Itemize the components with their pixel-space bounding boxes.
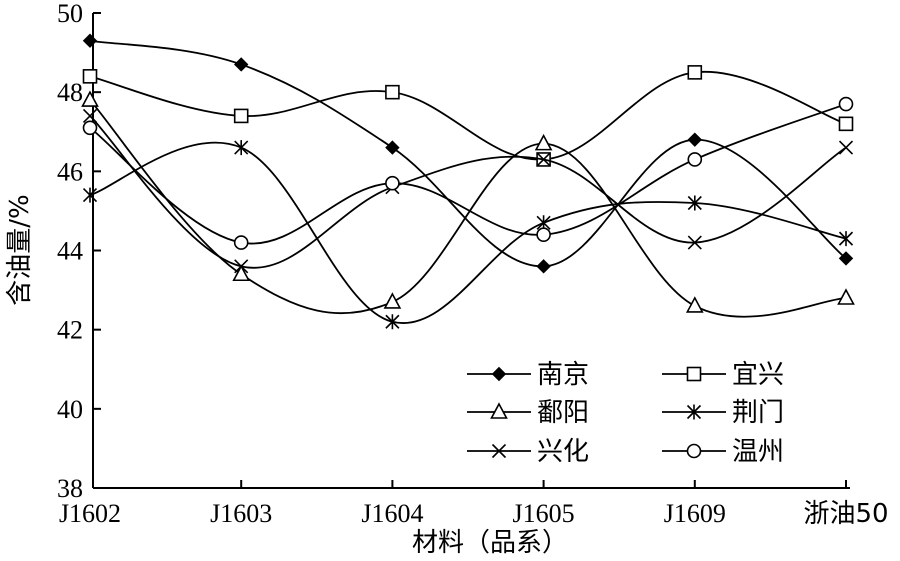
series-2 [82,65,854,167]
series-line [89,141,847,325]
x-tick-label: J1602 [59,499,121,528]
data-point [385,314,400,330]
data-point [491,443,507,459]
data-point [686,366,702,382]
y-tick-label: 42 [57,316,83,345]
data-point [82,187,98,203]
data-point [82,33,98,48]
data-point [837,288,855,305]
data-point [687,195,702,211]
data-point [534,133,553,151]
data-point [838,116,854,132]
data-point [536,152,551,167]
series-6 [82,96,854,250]
series-line [89,103,847,245]
y-tick-label: 38 [57,474,83,503]
data-point [234,259,249,274]
data-point [838,231,854,247]
data-point [82,108,98,123]
data-point [81,90,99,107]
data-point [385,175,400,191]
legend-item: 宜兴 [662,360,784,390]
legend-item: 温州 [662,437,784,467]
data-point [233,108,249,124]
y-tick-label: 48 [57,78,83,107]
data-point [838,96,854,112]
data-point [686,404,702,420]
data-point [686,443,702,459]
legend-item: 南京 [467,360,589,390]
data-point [233,235,249,250]
y-tick-label: 40 [57,395,83,424]
data-point [232,264,251,282]
series-4 [82,140,854,330]
series-5 [82,108,854,274]
data-point [685,296,704,313]
data-point [233,57,249,72]
data-point [687,132,703,147]
y-tick-label: 46 [57,157,83,186]
legend-label: 兴化 [537,437,589,467]
data-point [687,152,703,167]
legend-label: 荆门 [732,398,784,428]
x-axis-label: 材料（品系） [412,528,568,558]
x-tick-label: J1603 [210,499,272,528]
legend-item: 荆门 [662,398,784,428]
data-point [82,120,98,136]
x-tick-label: J1605 [513,499,575,528]
data-point [838,140,854,155]
legend-label: 温州 [732,437,784,467]
y-tick-label: 44 [57,237,83,266]
legend-item: 鄱阳 [467,398,589,428]
data-point [385,140,400,155]
data-point [383,292,402,309]
data-point [687,65,703,80]
data-point [82,69,98,84]
y-tick-label: 50 [57,0,83,28]
legend-label: 宜兴 [732,360,784,390]
series-line [89,115,847,269]
y-axis-label: 含油量/% [5,194,35,305]
data-point [385,84,400,100]
data-point [838,251,854,266]
data-point [687,235,702,250]
series-1 [82,33,854,274]
chart-series [81,33,855,330]
data-point [490,402,508,419]
x-tick-label: J1609 [664,499,726,528]
data-point [491,366,507,382]
data-point [536,227,551,242]
x-tick-label: 浙油50 [803,499,888,529]
legend-label: 鄱阳 [537,398,589,428]
data-point [536,259,551,274]
legend-label: 南京 [537,360,589,390]
series-3 [81,90,855,318]
x-tick-label: J1604 [361,499,423,528]
series-line [89,70,847,161]
data-point [234,140,249,156]
legend-item: 兴化 [467,437,589,467]
chart-axes: 38 40 42 44 46 48 50 J1602 J1603 J1604 J1605 J1609 浙… [57,0,889,529]
